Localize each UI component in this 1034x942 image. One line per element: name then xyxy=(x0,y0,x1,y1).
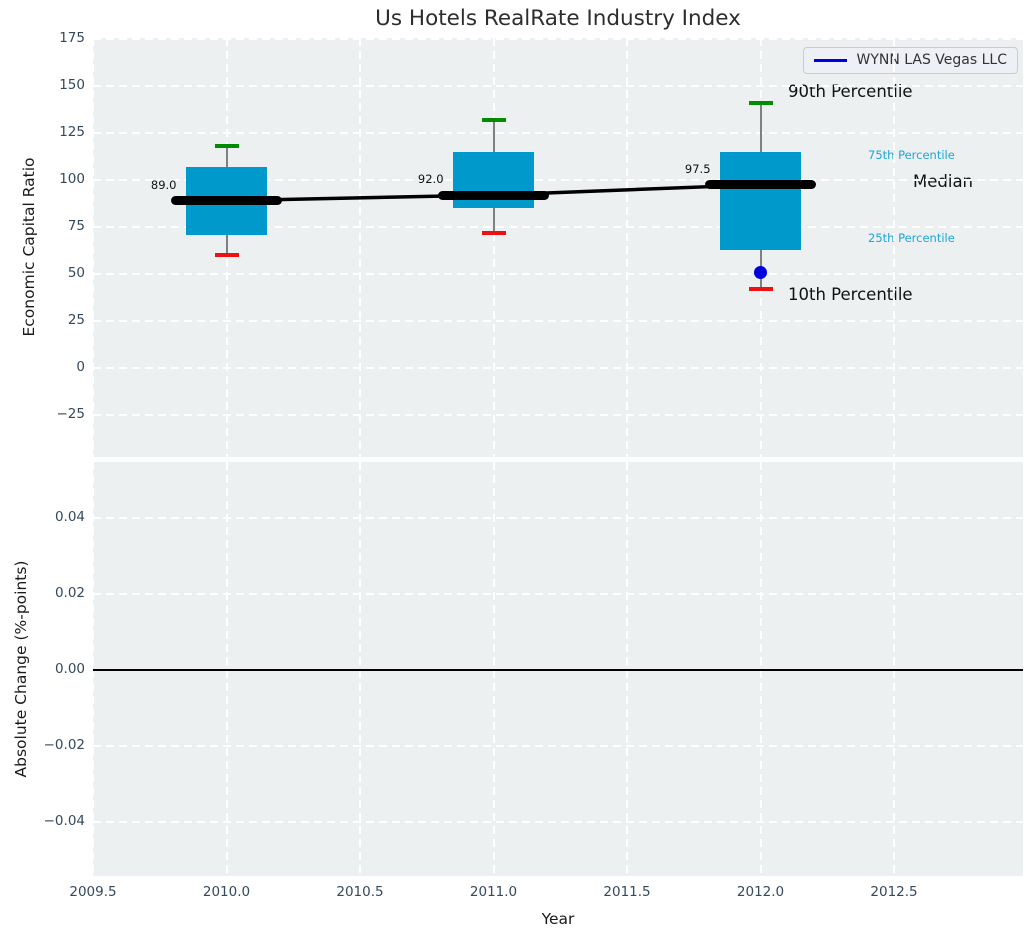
y-tick-label: 0.04 xyxy=(54,508,85,525)
y-tick-label: −25 xyxy=(56,406,86,423)
y-tick-label: −0.04 xyxy=(43,813,85,830)
gridline-horizontal xyxy=(93,178,1023,181)
gridline-horizontal xyxy=(93,744,1023,747)
median-bar-2011[interactable] xyxy=(438,190,550,200)
gridline-vertical xyxy=(626,38,629,457)
median-bar-2012[interactable] xyxy=(705,180,817,190)
y-tick-label: 0 xyxy=(76,359,85,376)
whisker-cap-high xyxy=(481,117,506,122)
y-tick-label: 175 xyxy=(59,29,85,46)
y-tick-label: 125 xyxy=(59,123,85,140)
x-axis-label: Year xyxy=(541,910,575,928)
x-tick-label: 2011.5 xyxy=(603,884,651,900)
gridline-horizontal xyxy=(93,320,1023,323)
y-tick-label: 100 xyxy=(59,170,85,187)
gridline-vertical xyxy=(359,38,361,457)
x-tick-label: 2011.0 xyxy=(469,884,518,900)
gridline-horizontal xyxy=(93,84,1023,87)
y-tick-label: 150 xyxy=(59,76,85,93)
median-trend-line xyxy=(226,182,761,203)
y-tick-label: 75 xyxy=(67,218,85,234)
gridline-horizontal xyxy=(93,38,1023,40)
median-value-label-2010: 89.0 xyxy=(150,177,177,192)
gridline-horizontal xyxy=(93,516,1023,519)
median-value-label-2012: 97.5 xyxy=(684,161,711,176)
y-tick-label: 25 xyxy=(67,312,85,329)
gridline-horizontal xyxy=(93,592,1023,595)
zero-reference-line xyxy=(93,668,1023,671)
median-bar-2010[interactable] xyxy=(171,196,282,206)
bottom-plot-area xyxy=(93,462,1023,876)
x-tick-label: 2012.0 xyxy=(736,884,785,900)
x-tick-label: 2012.5 xyxy=(870,884,918,900)
y-tick-label: 0.00 xyxy=(54,660,85,677)
y-tick-label: 0.02 xyxy=(54,584,85,601)
gridline-horizontal xyxy=(93,821,1023,824)
x-tick-label: 2010.0 xyxy=(202,884,251,900)
gridline-vertical xyxy=(492,38,495,457)
label-75th-percentile: 75th Percentile xyxy=(868,148,955,162)
x-tick-label: 2010.5 xyxy=(336,884,384,900)
whisker-cap-high xyxy=(214,144,239,149)
gridline-horizontal xyxy=(93,131,1023,134)
gridline-vertical xyxy=(893,38,896,457)
whisker-cap-low xyxy=(748,287,773,292)
gridline-vertical xyxy=(93,38,94,457)
median-value-label-2011: 92.0 xyxy=(417,172,444,187)
top-plot-area: WYNN LAS Vegas LLC 90th Percentile 75th … xyxy=(93,38,1023,457)
gridline-horizontal xyxy=(93,367,1023,370)
whisker-cap-low xyxy=(481,230,506,235)
x-tick-label: 2009.5 xyxy=(69,884,117,900)
label-10th-percentile: 10th Percentile xyxy=(788,285,913,304)
label-median: Median xyxy=(913,172,974,191)
company-data-point[interactable] xyxy=(754,265,768,279)
chart-title: Us Hotels RealRate Industry Index xyxy=(375,6,741,31)
gridline-horizontal xyxy=(93,273,1023,276)
gridline-horizontal xyxy=(93,226,1023,228)
box-2012[interactable] xyxy=(720,151,802,250)
legend-line-swatch xyxy=(814,58,848,62)
y-tick-label: −0.02 xyxy=(43,736,85,753)
y-tick-label: 50 xyxy=(67,265,85,282)
gridline-horizontal xyxy=(93,414,1023,417)
whisker-cap-high xyxy=(748,100,773,105)
whisker-cap-low xyxy=(214,253,239,258)
label-25th-percentile: 25th Percentile xyxy=(868,231,955,245)
